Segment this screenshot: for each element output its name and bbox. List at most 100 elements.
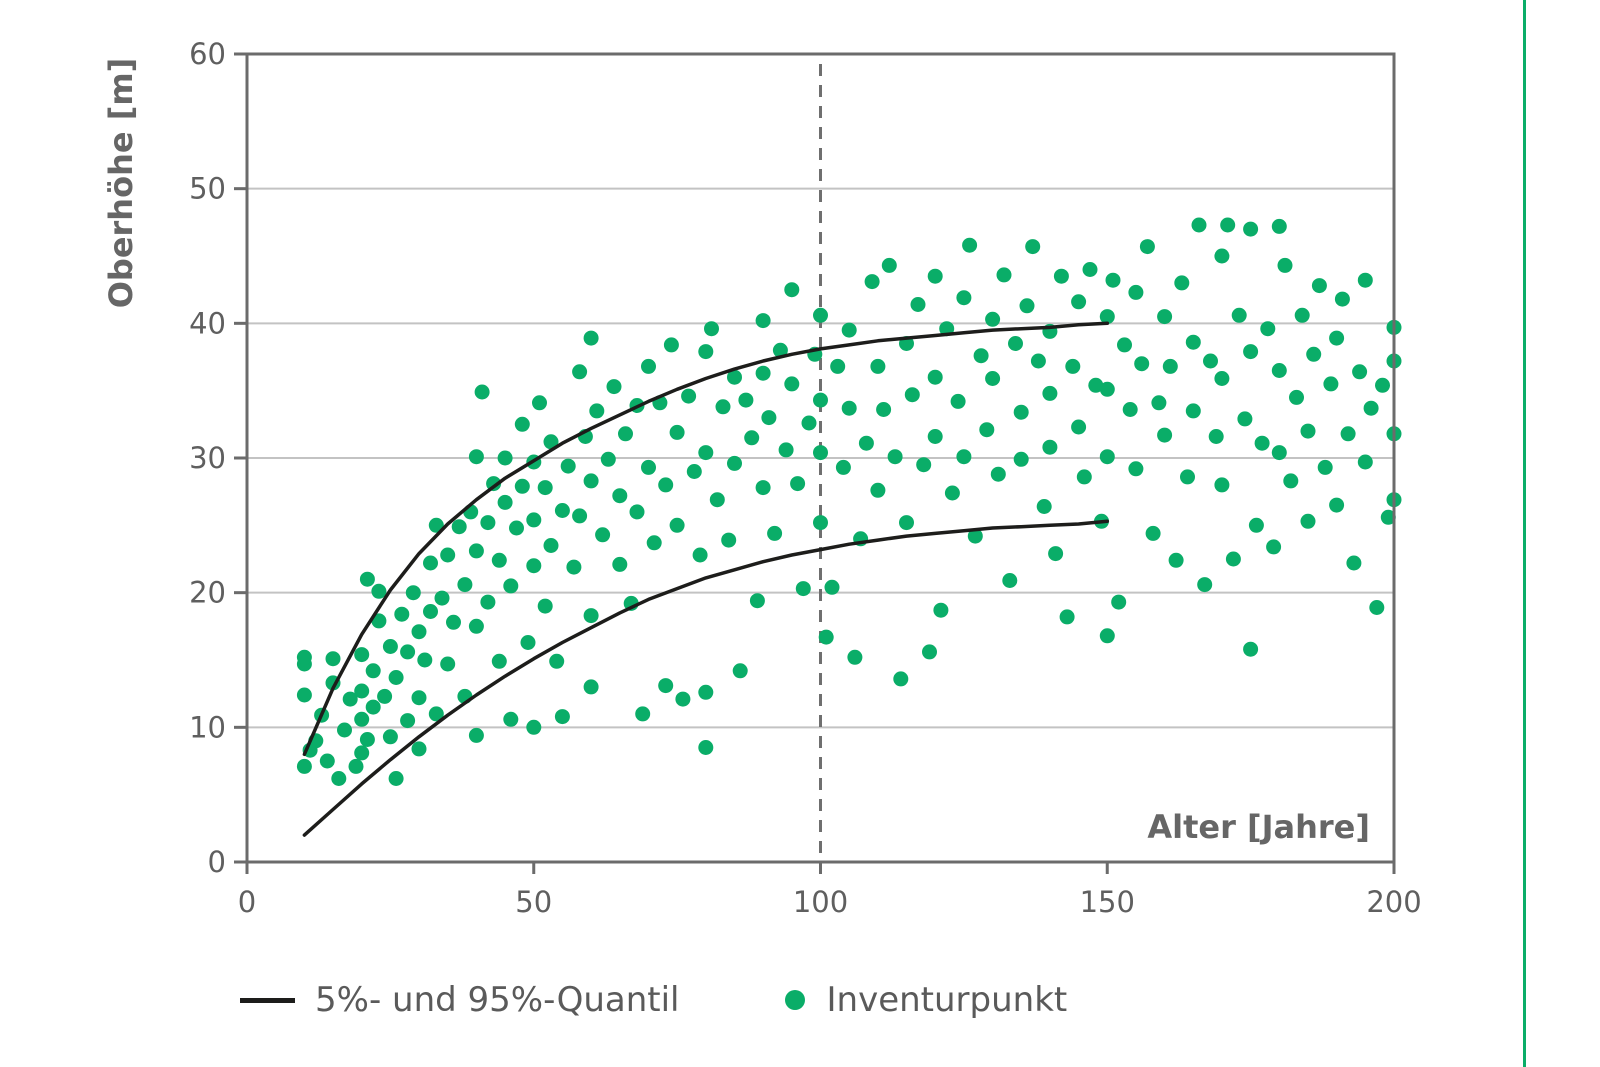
data-point-141 — [813, 515, 828, 531]
data-point-147 — [841, 322, 857, 338]
data-point-73 — [537, 480, 553, 496]
data-point-178 — [985, 311, 1001, 327]
data-point-264 — [1363, 400, 1379, 416]
data-point-238 — [1243, 344, 1259, 360]
data-point-20 — [365, 699, 381, 715]
data-point-164 — [922, 644, 937, 660]
data-point-31 — [400, 644, 416, 660]
data-point-17 — [354, 647, 370, 663]
data-point-203 — [1099, 309, 1115, 325]
data-point-53 — [474, 384, 490, 400]
data-point-45 — [451, 519, 467, 535]
data-point-154 — [870, 482, 886, 498]
data-point-47 — [457, 577, 473, 593]
data-point-240 — [1254, 435, 1270, 451]
data-point-85 — [583, 473, 599, 489]
data-point-252 — [1306, 346, 1322, 362]
data-point-245 — [1271, 445, 1287, 461]
data-point-226 — [1197, 577, 1213, 593]
data-point-173 — [956, 449, 972, 465]
data-point-224 — [1185, 403, 1201, 419]
data-point-55 — [480, 594, 496, 610]
data-point-228 — [1208, 429, 1224, 444]
data-point-205 — [1099, 449, 1115, 465]
data-point-51 — [468, 727, 484, 743]
data-point-115 — [698, 684, 714, 700]
data-point-32 — [405, 585, 421, 601]
data-point-49 — [468, 449, 484, 465]
data-point-261 — [1352, 364, 1368, 380]
data-point-100 — [641, 358, 656, 374]
data-point-122 — [732, 663, 748, 679]
data-point-185 — [1013, 451, 1029, 467]
data-point-109 — [681, 388, 697, 404]
y-tick-label-30: 30 — [189, 441, 226, 475]
data-point-215 — [1145, 525, 1161, 541]
data-point-116 — [704, 321, 719, 337]
data-point-186 — [1019, 298, 1035, 314]
data-point-93 — [612, 488, 628, 504]
data-point-201 — [1088, 377, 1104, 393]
data-point-42 — [440, 656, 456, 672]
data-point-80 — [566, 559, 582, 575]
data-point-119 — [721, 532, 737, 548]
data-point-35 — [411, 741, 427, 757]
data-point-125 — [749, 593, 765, 609]
data-point-77 — [554, 503, 570, 518]
data-point-225 — [1191, 217, 1207, 233]
data-point-121 — [727, 455, 742, 471]
data-point-19 — [359, 732, 375, 747]
data-point-106 — [669, 424, 685, 440]
data-point-255 — [1323, 376, 1339, 392]
data-point-204 — [1099, 381, 1115, 397]
data-point-166 — [927, 268, 943, 284]
data-point-223 — [1185, 334, 1201, 350]
data-point-30 — [400, 713, 416, 729]
data-point-110 — [686, 464, 702, 479]
data-point-39 — [428, 517, 444, 533]
data-point-139 — [813, 307, 828, 323]
data-point-90 — [600, 451, 616, 467]
data-point-229 — [1214, 248, 1230, 264]
data-point-18 — [359, 571, 375, 587]
data-point-267 — [1380, 509, 1396, 525]
y-tick-label-0: 0 — [208, 845, 226, 879]
data-point-172 — [956, 290, 972, 306]
data-point-107 — [669, 517, 685, 533]
data-point-211 — [1128, 461, 1144, 477]
data-point-241 — [1260, 321, 1276, 337]
data-point-195 — [1059, 609, 1075, 625]
data-point-200 — [1082, 262, 1098, 277]
data-point-89 — [595, 527, 611, 543]
data-point-99 — [641, 459, 656, 475]
data-point-38 — [423, 604, 438, 619]
data-point-3 — [296, 649, 312, 665]
data-point-191 — [1042, 385, 1058, 401]
data-point-146 — [835, 459, 851, 475]
data-point-23 — [371, 583, 387, 599]
data-point-197 — [1071, 294, 1087, 310]
axes — [234, 52, 1396, 874]
data-point-12 — [342, 691, 358, 707]
data-point-247 — [1283, 473, 1299, 489]
data-point-1 — [296, 687, 312, 703]
data-point-44 — [446, 614, 461, 630]
y-tick-label-40: 40 — [189, 306, 226, 340]
data-point-142 — [813, 392, 828, 408]
data-point-101 — [646, 535, 662, 551]
data-point-183 — [1008, 336, 1023, 351]
data-point-158 — [893, 671, 909, 687]
data-point-11 — [337, 722, 352, 738]
data-point-145 — [830, 358, 846, 374]
data-point-108 — [675, 691, 691, 707]
legend-item-quantile: 5%- und 95%-Quantil — [240, 980, 680, 1020]
data-point-137 — [801, 415, 817, 431]
data-point-111 — [692, 547, 708, 563]
data-point-161 — [904, 387, 920, 403]
data-point-242 — [1266, 539, 1282, 555]
data-point-157 — [887, 449, 903, 465]
data-point-54 — [480, 515, 496, 531]
data-point-24 — [377, 688, 393, 704]
data-point-58 — [491, 552, 507, 568]
